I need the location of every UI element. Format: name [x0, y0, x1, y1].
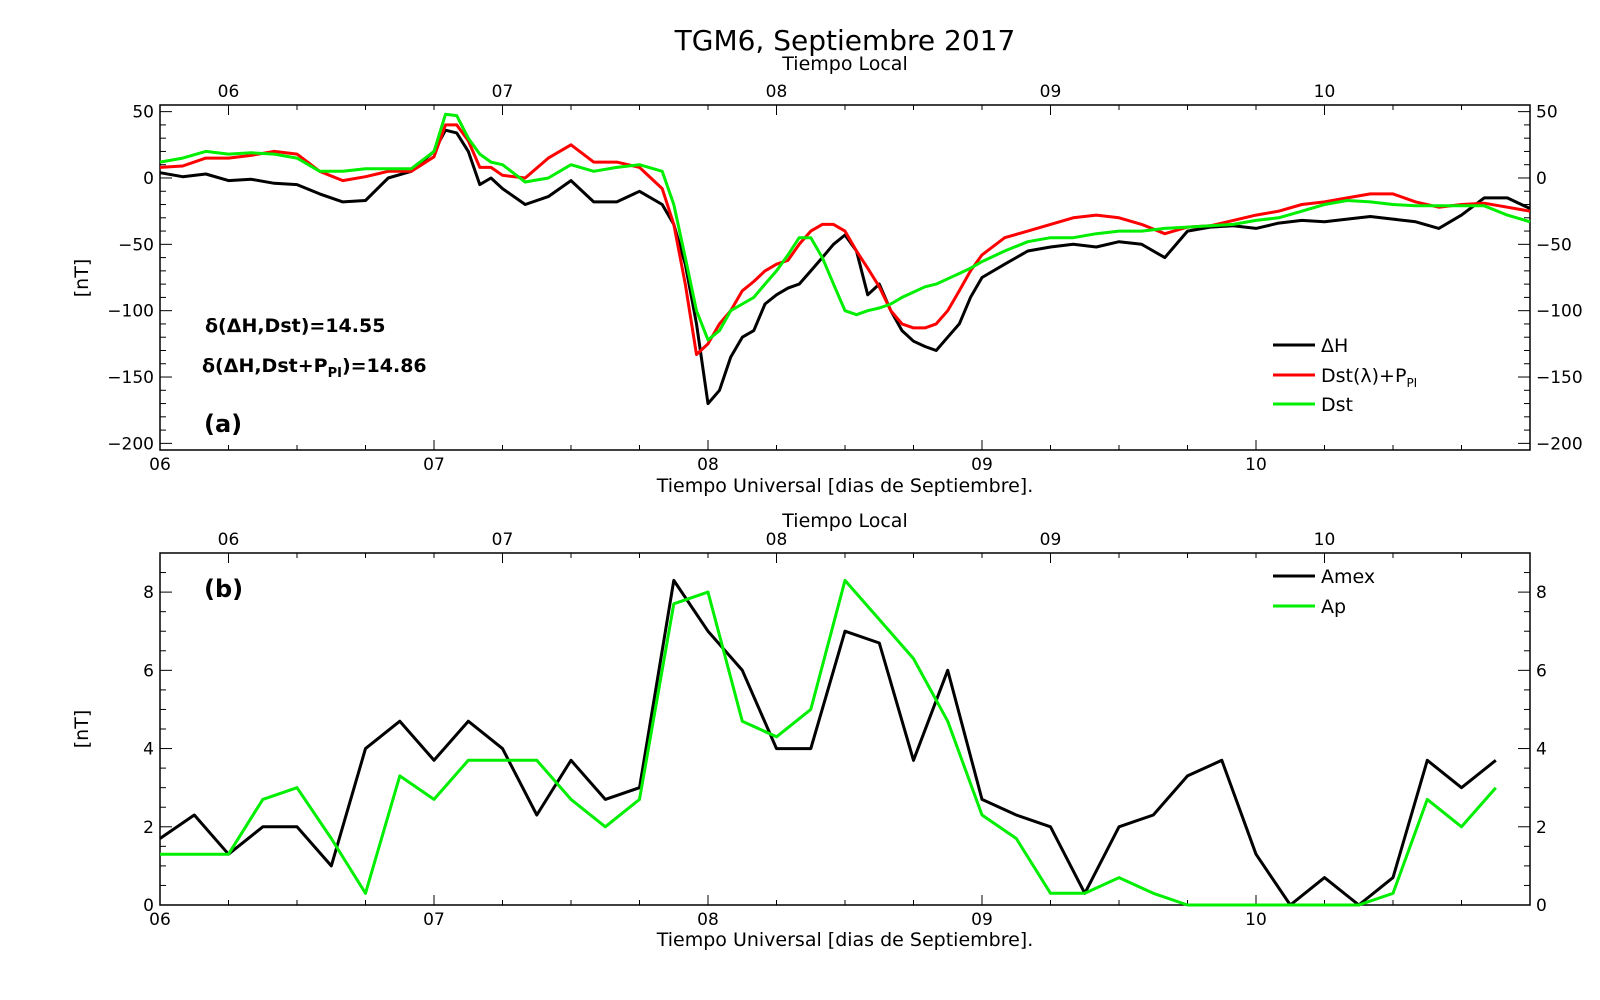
panel-b-tag: (b): [204, 575, 243, 603]
legend-label-deltah: ΔH: [1321, 335, 1348, 357]
legend-label-amex: Amex: [1321, 566, 1375, 588]
y-tick-label-right: 8: [1536, 583, 1547, 603]
x-tick-label: 08: [697, 910, 719, 930]
legend-label-ap: Ap: [1321, 596, 1346, 618]
y-tick-label-right: 4: [1536, 740, 1547, 760]
x-top-tick-label: 08: [766, 82, 788, 102]
x-tick-label: 08: [697, 455, 719, 475]
panel-a-ylabel: [nT]: [71, 259, 93, 297]
legend-label-dst: Dst: [1321, 394, 1353, 416]
panel-a-top-xlabel: Tiempo Local: [781, 53, 907, 75]
panel-a: 06 07 08 09 10 06 07 08 09 10 −200 −200 −150 −150 −100…: [71, 53, 1583, 497]
legend-label-dst-ppi-sub: PI: [1406, 376, 1417, 390]
delta-annotation-2-prefix: δ(ΔH,Dst+P: [202, 355, 328, 377]
y-tick-label: 2: [143, 818, 154, 838]
y-tick-label: −50: [118, 235, 154, 255]
y-tick-label-right: −50: [1536, 235, 1572, 255]
x-tick-label: 07: [423, 910, 445, 930]
y-tick-label: 0: [143, 169, 154, 189]
x-top-tick-label: 10: [1314, 82, 1336, 102]
x-top-tick-label: 09: [1040, 530, 1062, 550]
panel-a-tag: (a): [204, 410, 242, 438]
delta-annotation-2-suffix: )=14.86: [342, 355, 427, 377]
series-line-b-1: [160, 578, 1497, 907]
series-line-a-1: [159, 123, 1531, 356]
y-tick-label: −150: [107, 368, 154, 388]
panel-a-ticks: 06 07 08 09 10 06 07 08 09 10 −200 −200 −150 −150 −100…: [107, 82, 1582, 475]
y-tick-label-right: 0: [1536, 169, 1547, 189]
panel-b-xlabel: Tiempo Universal [dias de Septiembre].: [656, 929, 1034, 951]
x-tick-label: 06: [149, 910, 171, 930]
delta-annotation-2: δ(ΔH,Dst+PPI)=14.86: [202, 355, 427, 381]
y-tick-label: −200: [107, 434, 154, 454]
y-tick-label: 4: [143, 740, 154, 760]
x-tick-label: 09: [971, 910, 993, 930]
x-top-tick-label: 06: [218, 530, 240, 550]
x-top-tick-label: 07: [492, 82, 514, 102]
legend-label-dst-ppi-main: Dst(λ)+P: [1321, 365, 1406, 387]
x-tick-label: 06: [149, 455, 171, 475]
y-tick-label-right: 2: [1536, 818, 1547, 838]
series-line-a-2: [159, 112, 1531, 342]
y-tick-label: 50: [132, 103, 154, 123]
panel-b-ticks: 06 07 08 09 10 06 07 08 09 10 0 0 2 2 4 4 6 6 8 8: [143, 530, 1547, 930]
x-tick-label: 10: [1245, 455, 1267, 475]
panel-b: 06 07 08 09 10 06 07 08 09 10 0 0 2 2 4 4 6 6 8 8 Tiempo Lo…: [71, 510, 1547, 951]
panel-b-legend: Amex Ap: [1273, 566, 1375, 618]
series-line-b-0: [159, 578, 1497, 907]
panel-b-ylabel: [nT]: [71, 710, 93, 748]
x-top-tick-label: 08: [766, 530, 788, 550]
panel-a-series: [159, 112, 1531, 406]
legend-label-dst-ppi: Dst(λ)+PPI: [1321, 365, 1417, 390]
y-tick-label-right: −150: [1536, 368, 1583, 388]
x-tick-label: 07: [423, 455, 445, 475]
y-tick-label: −100: [107, 302, 154, 322]
panel-b-top-xlabel: Tiempo Local: [781, 510, 907, 532]
delta-annotation-1: δ(ΔH,Dst)=14.55: [205, 315, 385, 337]
x-top-tick-label: 06: [218, 82, 240, 102]
y-tick-label-right: 6: [1536, 661, 1547, 681]
y-tick-label: 6: [143, 661, 154, 681]
figure-title: TGM6, Septiembre 2017: [674, 24, 1016, 57]
y-tick-label: 8: [143, 583, 154, 603]
delta-annotation-2-sub: PI: [328, 366, 342, 381]
x-tick-label: 09: [971, 455, 993, 475]
y-tick-label-right: 0: [1536, 896, 1547, 916]
panel-a-legend: ΔH Dst(λ)+PPI Dst: [1273, 335, 1417, 416]
x-tick-label: 10: [1245, 910, 1267, 930]
y-tick-label: 0: [143, 896, 154, 916]
x-top-tick-label: 10: [1314, 530, 1336, 550]
x-top-tick-label: 09: [1040, 82, 1062, 102]
panel-a-xlabel: Tiempo Universal [dias de Septiembre].: [656, 475, 1034, 497]
y-tick-label-right: 50: [1536, 103, 1558, 123]
panel-b-series: [159, 578, 1497, 907]
x-top-tick-label: 07: [492, 530, 514, 550]
y-tick-label-right: −100: [1536, 302, 1583, 322]
y-tick-label-right: −200: [1536, 434, 1583, 454]
